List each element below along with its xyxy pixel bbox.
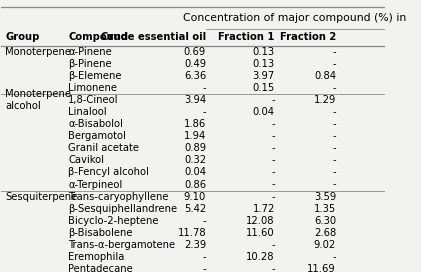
- Text: -: -: [203, 216, 206, 226]
- Text: 0.32: 0.32: [184, 155, 206, 165]
- Text: 0.04: 0.04: [253, 107, 275, 117]
- Text: 1.29: 1.29: [314, 95, 336, 105]
- Text: Fraction 2: Fraction 2: [280, 32, 336, 42]
- Text: -: -: [271, 95, 275, 105]
- Text: Monoterpene
alcohol: Monoterpene alcohol: [5, 89, 71, 111]
- Text: 11.69: 11.69: [307, 264, 336, 272]
- Text: 1.35: 1.35: [314, 204, 336, 214]
- Text: -: -: [203, 252, 206, 262]
- Text: -: -: [271, 264, 275, 272]
- Text: -: -: [333, 59, 336, 69]
- Text: 9.10: 9.10: [184, 191, 206, 202]
- Text: Crude essential oil: Crude essential oil: [101, 32, 206, 42]
- Text: β-Fencyl alcohol: β-Fencyl alcohol: [68, 168, 149, 177]
- Text: Eremophila: Eremophila: [68, 252, 125, 262]
- Text: -: -: [333, 168, 336, 177]
- Text: β-Elemene: β-Elemene: [68, 71, 122, 81]
- Text: 0.49: 0.49: [184, 59, 206, 69]
- Text: 0.69: 0.69: [184, 47, 206, 57]
- Text: -: -: [203, 83, 206, 93]
- Text: Bergamotol: Bergamotol: [68, 131, 126, 141]
- Text: Pentadecane: Pentadecane: [68, 264, 133, 272]
- Text: α-Terpineol: α-Terpineol: [68, 180, 123, 190]
- Text: 1,8-Cineol: 1,8-Cineol: [68, 95, 119, 105]
- Text: 0.15: 0.15: [253, 83, 275, 93]
- Text: -: -: [333, 143, 336, 153]
- Text: Fraction 1: Fraction 1: [218, 32, 275, 42]
- Text: 3.94: 3.94: [184, 95, 206, 105]
- Text: Limonene: Limonene: [68, 83, 117, 93]
- Text: -: -: [271, 143, 275, 153]
- Text: Monoterpene: Monoterpene: [5, 47, 71, 57]
- Text: Bicyclo-2-heptene: Bicyclo-2-heptene: [68, 216, 159, 226]
- Text: -: -: [333, 83, 336, 93]
- Text: Concentration of major compound (%) in: Concentration of major compound (%) in: [183, 13, 407, 23]
- Text: 11.60: 11.60: [246, 228, 275, 238]
- Text: Trans-caryophyllene: Trans-caryophyllene: [68, 191, 169, 202]
- Text: 0.86: 0.86: [184, 180, 206, 190]
- Text: 10.28: 10.28: [246, 252, 275, 262]
- Text: -: -: [203, 264, 206, 272]
- Text: Compound: Compound: [68, 32, 128, 42]
- Text: 2.39: 2.39: [184, 240, 206, 250]
- Text: -: -: [333, 47, 336, 57]
- Text: -: -: [271, 180, 275, 190]
- Text: -: -: [333, 131, 336, 141]
- Text: -: -: [333, 119, 336, 129]
- Text: -: -: [333, 155, 336, 165]
- Text: Cavikol: Cavikol: [68, 155, 104, 165]
- Text: Linalool: Linalool: [68, 107, 107, 117]
- Text: -: -: [203, 107, 206, 117]
- Text: 0.84: 0.84: [314, 71, 336, 81]
- Text: -: -: [271, 168, 275, 177]
- Text: 1.86: 1.86: [184, 119, 206, 129]
- Text: 0.04: 0.04: [184, 168, 206, 177]
- Text: -: -: [333, 252, 336, 262]
- Text: 1.94: 1.94: [184, 131, 206, 141]
- Text: -: -: [333, 180, 336, 190]
- Text: α-Bisabolol: α-Bisabolol: [68, 119, 123, 129]
- Text: β-Pinene: β-Pinene: [68, 59, 112, 69]
- Text: Granil acetate: Granil acetate: [68, 143, 139, 153]
- Text: -: -: [271, 119, 275, 129]
- Text: 3.59: 3.59: [314, 191, 336, 202]
- Text: 2.68: 2.68: [314, 228, 336, 238]
- Text: Trans-α-bergamotene: Trans-α-bergamotene: [68, 240, 176, 250]
- Text: β-Bisabolene: β-Bisabolene: [68, 228, 133, 238]
- Text: β-Sesquiphellandrene: β-Sesquiphellandrene: [68, 204, 177, 214]
- Text: 12.08: 12.08: [246, 216, 275, 226]
- Text: -: -: [271, 155, 275, 165]
- Text: α-Pinene: α-Pinene: [68, 47, 112, 57]
- Text: Sesquiterpene: Sesquiterpene: [5, 191, 77, 202]
- Text: 0.13: 0.13: [253, 59, 275, 69]
- Text: 3.97: 3.97: [253, 71, 275, 81]
- Text: 1.72: 1.72: [253, 204, 275, 214]
- Text: 11.78: 11.78: [177, 228, 206, 238]
- Text: 9.02: 9.02: [314, 240, 336, 250]
- Text: -: -: [271, 191, 275, 202]
- Text: -: -: [271, 240, 275, 250]
- Text: -: -: [271, 131, 275, 141]
- Text: 6.36: 6.36: [184, 71, 206, 81]
- Text: 0.89: 0.89: [184, 143, 206, 153]
- Text: 0.13: 0.13: [253, 47, 275, 57]
- Text: -: -: [333, 107, 336, 117]
- Text: 5.42: 5.42: [184, 204, 206, 214]
- Text: Group: Group: [5, 32, 40, 42]
- Text: 6.30: 6.30: [314, 216, 336, 226]
